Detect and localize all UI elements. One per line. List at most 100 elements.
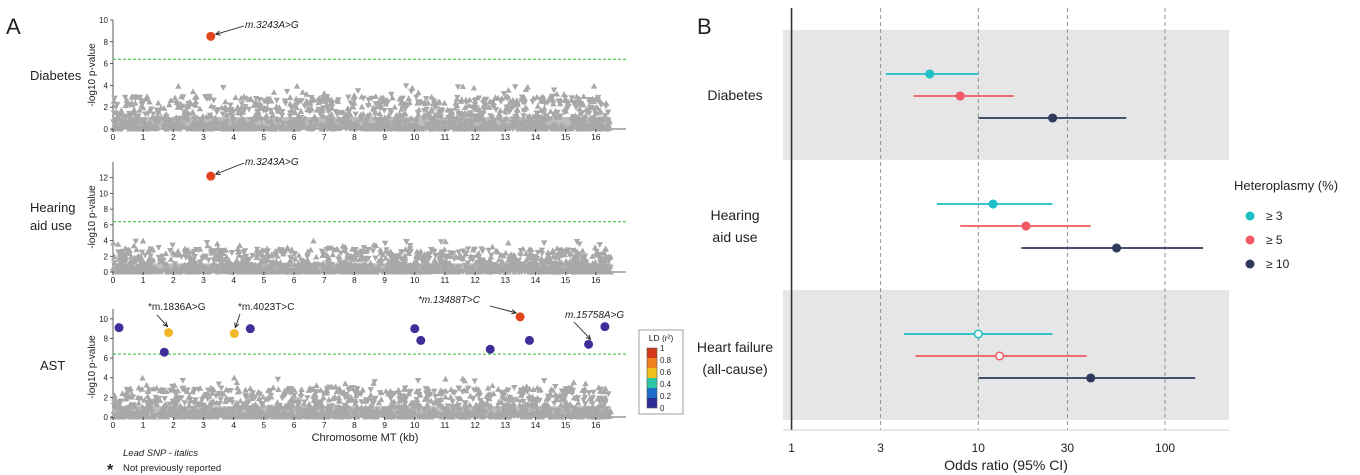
snp-point [430,98,438,105]
snp-point [345,109,352,116]
snp-point [319,94,327,101]
snp-point [470,84,478,91]
snp-point [185,103,192,110]
snp-point [232,94,239,100]
y-tick-label: 2 [104,393,109,402]
snp-point [240,402,247,409]
annotation-arrowhead [234,322,240,329]
snp-point [227,102,234,109]
snp-point [378,389,385,396]
snp-point [554,109,561,116]
snp-point [239,260,246,267]
snp-point [300,400,308,407]
snp-point [462,251,470,257]
snp-point [398,249,405,255]
snp-point [143,93,151,100]
snp-point [335,257,343,263]
snp-point [213,399,220,406]
snp-point [184,246,192,253]
snp-point [124,99,131,106]
snp-point [441,246,448,253]
snp-point [179,385,187,392]
snp-point [292,397,299,404]
snp-point [576,251,583,257]
snp-point [203,391,210,398]
snp-point [497,107,504,114]
snp-point [358,399,365,406]
snp-point [236,242,243,249]
snp-point [459,83,466,90]
snp-point [322,95,330,102]
x-tick-label: 4 [231,275,236,285]
snp-point [553,90,561,97]
snp-point [286,113,294,120]
snp-point [561,251,568,258]
snp-point [599,249,607,256]
snp-point [332,383,339,390]
highlighted-snp [416,335,426,345]
snp-point [241,248,249,255]
snp-point [373,103,381,110]
snp-point [544,100,551,106]
snp-point [155,245,162,251]
snp-point [174,387,182,394]
snp-point [517,387,525,394]
snp-point [167,248,174,254]
snp-point [132,95,139,102]
snp-point [295,399,303,406]
snp-point [367,391,374,398]
snp-point [458,96,465,103]
y-tick-label: 4 [104,81,109,90]
snp-point [178,395,185,402]
snp-point [370,380,377,386]
snp-point [602,253,610,259]
snp-point [223,111,230,118]
snp-point [596,109,603,115]
snp-point [495,256,503,263]
snp-point [561,391,568,398]
snp-point [139,374,146,381]
snp-point [417,391,424,398]
x-tick-label: 14 [531,275,541,285]
snp-point [564,106,571,113]
snp-point [188,258,195,265]
snp-point [550,100,557,107]
snp-point [472,113,479,120]
annotation-arrowhead [162,321,169,328]
y-tick-label: 10 [99,16,108,25]
ld-legend-title: LD (r²) [649,333,674,343]
legend-label: ≥ 5 [1266,233,1283,247]
snp-point [321,90,328,96]
snp-point [181,250,189,257]
snp-point [514,101,521,108]
snp-point [340,109,347,115]
snp-point [265,96,272,103]
snp-point [190,399,197,406]
snp-point [432,101,440,108]
snp-point [197,401,204,408]
snp-point [377,246,384,253]
snp-point [499,391,507,397]
snp-point [175,83,182,89]
snp-point [476,106,483,113]
snp-point [128,99,135,106]
snp-point [216,400,223,407]
snp-point [365,97,372,104]
snp-point [220,84,227,91]
snp-point [426,391,434,398]
snp-point [529,258,536,264]
x-tick-label: 9 [382,132,387,142]
snp-point [218,258,225,265]
snp-point [550,87,558,94]
snp-point [111,394,118,401]
snp-point [488,393,495,400]
snp-point [123,97,131,103]
snp-point [324,256,331,262]
snp-point [401,252,409,259]
snp-point [536,386,543,393]
x-tick-label: 15 [561,132,571,142]
snp-point [590,104,597,110]
x-tick-label: 13 [501,132,511,142]
snp-point [366,110,374,117]
